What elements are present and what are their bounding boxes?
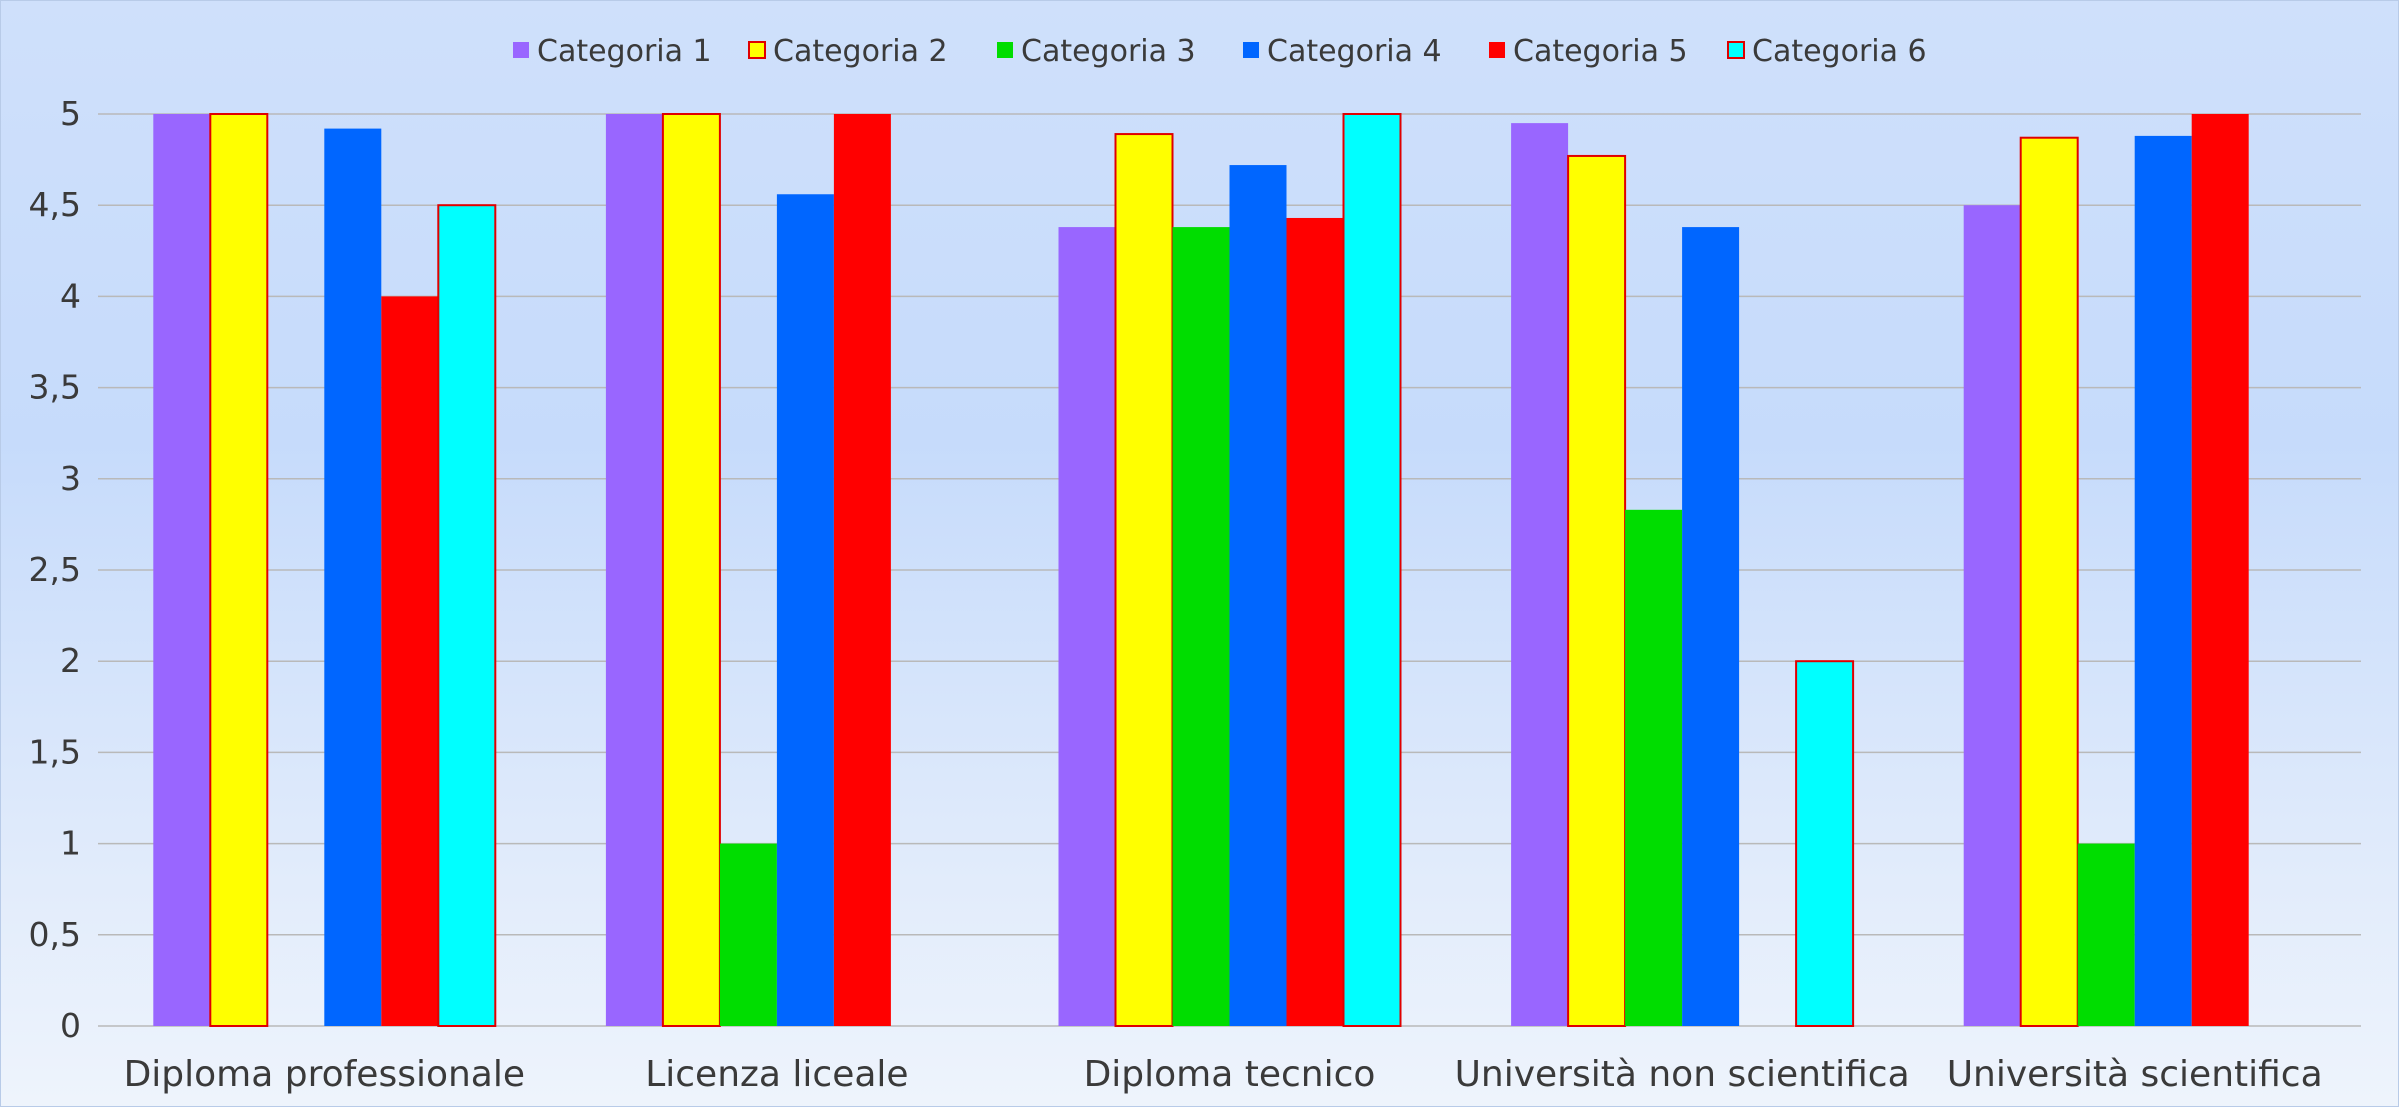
bar <box>1963 205 2021 1026</box>
bar <box>1114 133 1174 1027</box>
y-tick-label: 0,5 <box>29 915 81 954</box>
bars <box>153 113 2249 1028</box>
bar <box>324 128 382 1026</box>
bar <box>719 843 777 1026</box>
y-tick-label: 2,5 <box>29 550 81 589</box>
y-tick-label: 2 <box>60 641 81 680</box>
y-axis-ticks: 0 0,5 1 1,5 2 2,5 3 3,5 4 4,5 5 <box>29 94 81 1045</box>
bar <box>1229 165 1287 1026</box>
x-tick-label: Università scientifica <box>1947 1054 2323 1095</box>
x-tick-label: Università non scientifica <box>1455 1054 1910 1095</box>
bar <box>1625 509 1683 1027</box>
bar <box>661 113 721 1027</box>
bar <box>1286 217 1344 1026</box>
legend-label: Categoria 1 <box>537 34 712 69</box>
bar <box>437 204 497 1027</box>
y-tick-label: 4,5 <box>29 185 81 224</box>
legend-swatch <box>1489 42 1505 58</box>
bar <box>605 114 663 1026</box>
bar <box>1172 227 1230 1026</box>
x-tick-label: Licenza liceale <box>645 1054 908 1095</box>
bar <box>1511 123 1569 1027</box>
bar <box>381 296 439 1026</box>
x-tick-label: Diploma tecnico <box>1084 1054 1376 1095</box>
y-tick-label: 1 <box>60 824 81 863</box>
x-tick-label: Diploma professionale <box>124 1054 525 1095</box>
y-tick-label: 4 <box>60 276 81 315</box>
bar <box>1795 660 1855 1027</box>
bar <box>1342 113 1402 1027</box>
bar <box>2191 114 2249 1026</box>
legend-swatch <box>748 41 766 59</box>
y-tick-label: 1,5 <box>29 732 81 771</box>
y-tick-label: 5 <box>60 94 81 133</box>
legend-label: Categoria 4 <box>1267 34 1442 69</box>
y-tick-label: 3 <box>60 459 81 498</box>
bar <box>776 194 834 1027</box>
bar <box>1682 227 1740 1026</box>
y-tick-label: 0 <box>60 1006 81 1045</box>
legend-label: Categoria 3 <box>1021 34 1196 69</box>
bar <box>833 114 891 1026</box>
bar <box>2019 136 2079 1028</box>
legend-swatch <box>997 42 1013 58</box>
bar <box>1567 154 1627 1027</box>
bar <box>2077 843 2135 1026</box>
legend-swatch <box>1727 41 1745 59</box>
bar <box>2134 135 2192 1026</box>
bar <box>209 113 269 1027</box>
legend-label: Categoria 5 <box>1513 34 1688 69</box>
legend-swatch <box>513 42 529 58</box>
bar <box>1058 227 1116 1026</box>
bar <box>153 114 211 1026</box>
y-tick-label: 3,5 <box>29 368 81 407</box>
legend-swatch <box>1243 42 1259 58</box>
x-axis-ticks: Diploma professionale Licenza liceale Dipl… <box>124 1054 2323 1095</box>
legend-label: Categoria 2 <box>773 34 948 69</box>
legend: Categoria 1 Categoria 2 Categoria 3 Categor… <box>513 34 1927 69</box>
legend-label: Categoria 6 <box>1752 34 1927 69</box>
